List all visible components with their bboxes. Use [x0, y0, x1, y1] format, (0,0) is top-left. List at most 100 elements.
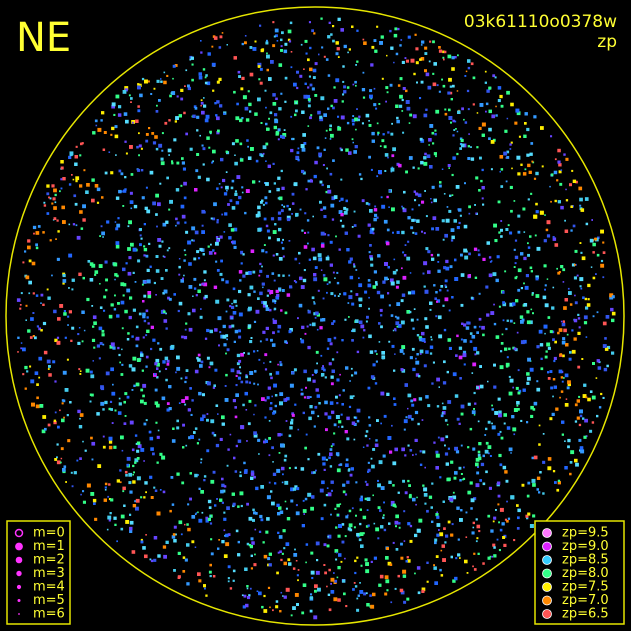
star: [309, 323, 312, 326]
star: [365, 430, 369, 433]
star: [79, 184, 83, 188]
star: [246, 440, 248, 442]
star: [441, 219, 445, 223]
star: [192, 295, 194, 297]
star: [330, 513, 332, 516]
star: [110, 408, 113, 411]
star: [232, 399, 236, 403]
star: [431, 520, 434, 523]
star: [200, 417, 204, 422]
star: [101, 333, 105, 337]
star: [264, 196, 268, 200]
star: [279, 401, 283, 406]
star: [362, 532, 365, 535]
star: [353, 263, 356, 266]
star: [591, 395, 596, 400]
star: [480, 179, 483, 183]
star: [451, 235, 455, 240]
star: [342, 490, 346, 494]
star: [288, 467, 291, 470]
star: [462, 353, 467, 358]
star: [385, 100, 387, 103]
star: [520, 252, 524, 256]
star: [401, 110, 404, 112]
star: [558, 170, 562, 174]
star: [287, 558, 291, 562]
star: [60, 178, 63, 181]
star: [319, 200, 322, 204]
star: [184, 254, 187, 256]
star: [423, 261, 428, 266]
star: [435, 315, 438, 318]
star: [516, 111, 521, 116]
star: [596, 253, 600, 257]
star: [121, 363, 124, 366]
star: [138, 83, 142, 87]
star: [136, 441, 141, 445]
star: [230, 368, 235, 373]
star: [161, 240, 164, 243]
star: [265, 224, 269, 228]
star: [53, 188, 57, 193]
star: [554, 481, 557, 484]
star: [169, 94, 172, 98]
star: [405, 89, 408, 93]
star: [498, 549, 501, 552]
star: [602, 241, 605, 244]
star: [205, 516, 209, 520]
star: [395, 321, 400, 326]
star: [412, 454, 414, 456]
star: [284, 100, 287, 103]
star: [193, 431, 196, 434]
star: [219, 35, 223, 39]
star: [544, 284, 547, 287]
star: [353, 416, 356, 419]
star: [130, 173, 134, 176]
star: [286, 517, 291, 521]
star: [281, 135, 286, 139]
star: [63, 416, 65, 419]
star: [213, 384, 216, 387]
star: [69, 153, 73, 157]
star: [143, 422, 147, 426]
star: [419, 58, 422, 61]
star: [241, 191, 244, 194]
star: [64, 388, 69, 392]
star: [383, 145, 387, 149]
star: [365, 525, 369, 528]
star: [284, 311, 288, 315]
star: [104, 400, 108, 405]
star: [399, 349, 404, 353]
star: [125, 474, 128, 477]
star: [78, 368, 81, 371]
star: [267, 563, 270, 567]
star: [353, 265, 356, 268]
star: [387, 292, 390, 295]
star: [252, 518, 255, 522]
star: [269, 111, 273, 115]
star: [584, 297, 587, 301]
star: [398, 163, 402, 168]
star: [408, 484, 411, 487]
star: [585, 336, 588, 338]
star: [42, 231, 45, 234]
star: [351, 118, 356, 123]
star: [393, 397, 396, 400]
star: [217, 413, 219, 415]
star: [348, 260, 352, 264]
star: [263, 554, 268, 559]
star: [297, 159, 300, 162]
star: [409, 272, 412, 274]
star: [334, 507, 337, 510]
star: [265, 182, 269, 186]
star: [199, 364, 203, 368]
star: [223, 554, 228, 558]
star: [392, 484, 395, 487]
star: [336, 271, 339, 274]
star: [539, 210, 544, 215]
star: [467, 402, 471, 406]
star: [117, 217, 120, 220]
star: [596, 311, 599, 314]
star: [355, 64, 357, 66]
star: [90, 393, 94, 397]
